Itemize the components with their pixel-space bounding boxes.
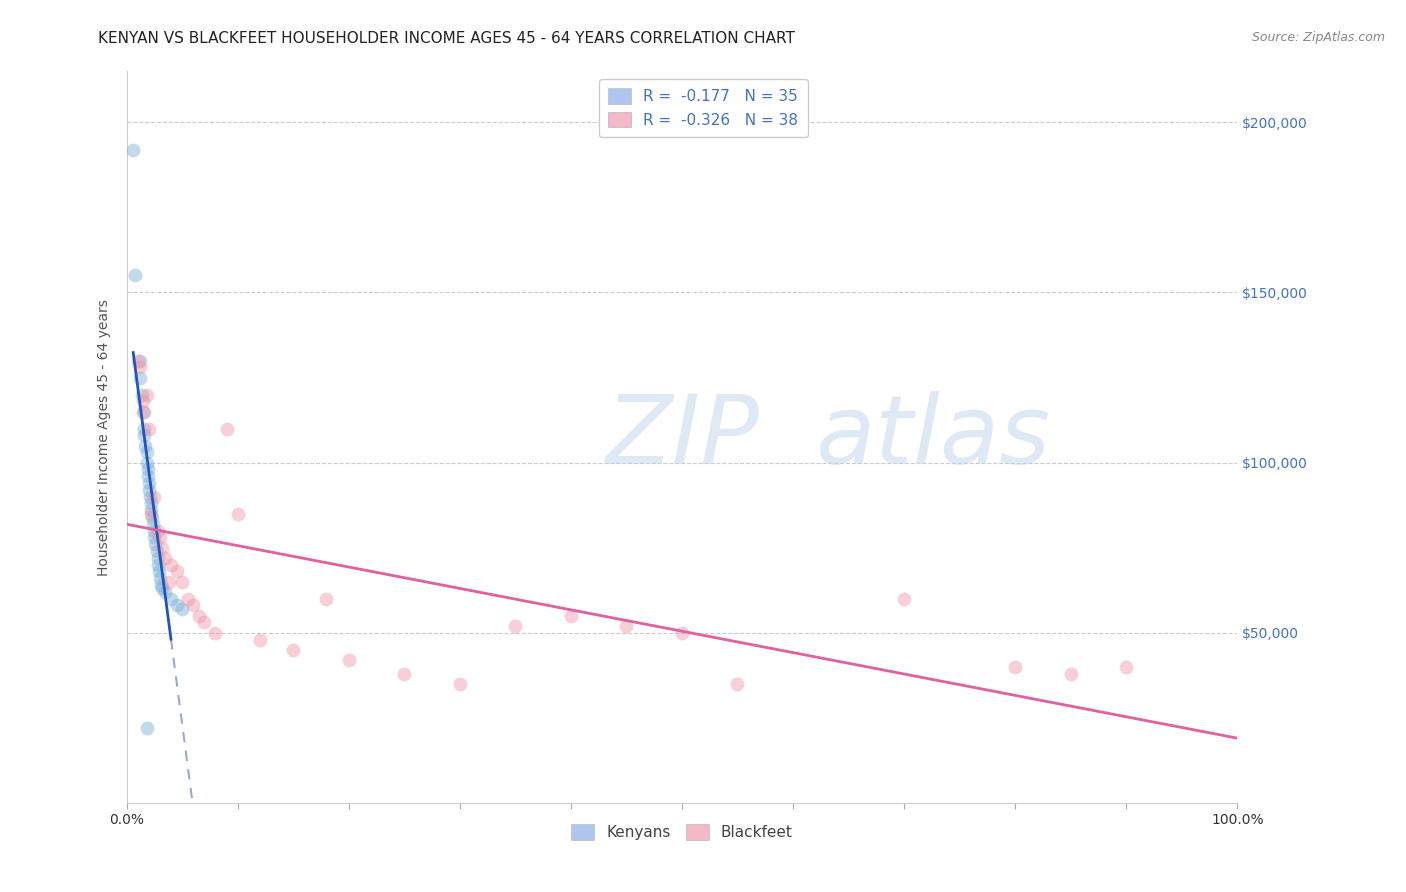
Legend: Kenyans, Blackfeet: Kenyans, Blackfeet	[565, 818, 799, 847]
Point	[166, 565, 188, 579]
Point	[134, 421, 156, 435]
Point	[146, 550, 169, 565]
Point	[135, 387, 157, 401]
Text: KENYAN VS BLACKFEET HOUSEHOLDER INCOME AGES 45 - 64 YEARS CORRELATION CHART: KENYAN VS BLACKFEET HOUSEHOLDER INCOME A…	[98, 31, 796, 46]
Point	[143, 531, 166, 545]
Point	[122, 143, 145, 157]
Point	[127, 353, 149, 368]
Point	[215, 421, 238, 435]
Point	[124, 268, 146, 283]
Point	[172, 574, 194, 589]
Point	[139, 507, 162, 521]
Point	[503, 619, 526, 633]
Point	[131, 387, 153, 401]
Point	[138, 421, 160, 435]
Point	[157, 574, 180, 589]
Point	[148, 565, 170, 579]
Point	[134, 404, 156, 418]
Point	[141, 510, 163, 524]
Point	[893, 591, 915, 606]
Point	[281, 642, 304, 657]
Point	[146, 558, 169, 572]
Point	[149, 578, 172, 592]
Text: ZIP: ZIP	[605, 391, 759, 483]
Text: Source: ZipAtlas.com: Source: ZipAtlas.com	[1251, 31, 1385, 45]
Point	[166, 599, 188, 613]
Point	[449, 677, 471, 691]
Text: atlas: atlas	[815, 391, 1050, 483]
Y-axis label: Householder Income Ages 45 - 64 years: Householder Income Ages 45 - 64 years	[97, 299, 111, 575]
Point	[132, 394, 155, 409]
Point	[1115, 659, 1137, 673]
Point	[132, 404, 155, 418]
Point	[394, 666, 416, 681]
Point	[160, 591, 183, 606]
Point	[155, 585, 177, 599]
Point	[560, 608, 582, 623]
Point	[337, 653, 360, 667]
Point	[136, 469, 159, 483]
Point	[150, 582, 173, 596]
Point	[315, 591, 337, 606]
Point	[138, 483, 160, 497]
Point	[139, 490, 162, 504]
Point	[142, 516, 165, 531]
Point	[143, 524, 166, 538]
Point	[176, 591, 198, 606]
Point	[146, 524, 169, 538]
Point	[204, 625, 226, 640]
Point	[128, 370, 150, 384]
Point	[149, 571, 172, 585]
Point	[671, 625, 693, 640]
Point	[136, 462, 159, 476]
Point	[128, 353, 150, 368]
Point	[150, 541, 173, 555]
Point	[155, 550, 177, 565]
Point	[135, 445, 157, 459]
Point	[145, 537, 167, 551]
Point	[187, 608, 209, 623]
Point	[145, 544, 167, 558]
Point	[616, 619, 638, 633]
Point	[138, 475, 160, 490]
Point	[181, 599, 204, 613]
Point	[249, 632, 271, 647]
Point	[160, 558, 183, 572]
Point	[172, 602, 194, 616]
Point	[139, 496, 162, 510]
Point	[134, 428, 156, 442]
Point	[149, 531, 172, 545]
Point	[135, 721, 157, 735]
Point	[128, 360, 150, 375]
Point	[226, 507, 249, 521]
Point	[727, 677, 749, 691]
Point	[139, 503, 162, 517]
Point	[1004, 659, 1026, 673]
Point	[135, 456, 157, 470]
Point	[143, 490, 166, 504]
Point	[134, 439, 156, 453]
Point	[1060, 666, 1083, 681]
Point	[193, 615, 215, 630]
